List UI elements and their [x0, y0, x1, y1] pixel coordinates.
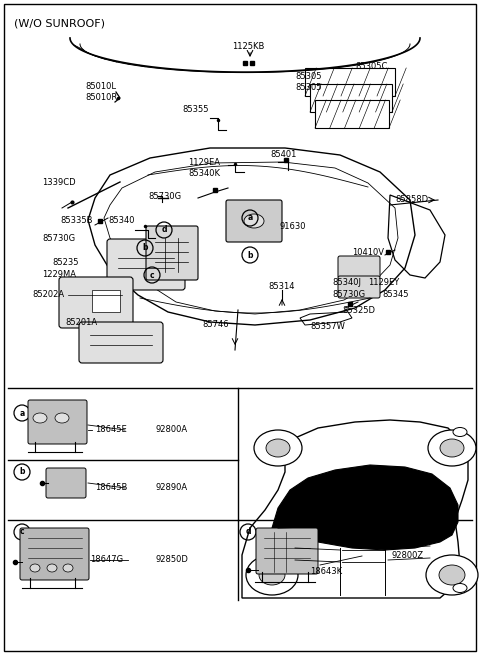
Text: 92800A: 92800A [155, 426, 187, 434]
Text: a: a [247, 214, 252, 223]
Text: 85340: 85340 [108, 216, 134, 225]
Text: 1129EA: 1129EA [188, 158, 220, 167]
Text: a: a [19, 409, 24, 417]
FancyBboxPatch shape [256, 528, 318, 574]
FancyBboxPatch shape [226, 200, 282, 242]
Ellipse shape [428, 430, 476, 466]
Ellipse shape [244, 214, 264, 228]
Text: b: b [142, 244, 148, 252]
Ellipse shape [246, 555, 298, 595]
Text: 85235: 85235 [52, 258, 79, 267]
Text: 18643K: 18643K [310, 567, 342, 576]
Text: 18645B: 18645B [95, 483, 127, 493]
Text: 85010R: 85010R [85, 93, 117, 102]
Text: 85202A: 85202A [32, 290, 64, 299]
Ellipse shape [47, 564, 57, 572]
Text: 85340K: 85340K [188, 169, 220, 178]
FancyBboxPatch shape [59, 277, 133, 328]
Text: 18647G: 18647G [90, 555, 123, 565]
Text: 85314: 85314 [268, 282, 295, 291]
Text: 92890A: 92890A [155, 483, 187, 493]
Text: 1339CD: 1339CD [42, 178, 76, 187]
Text: c: c [20, 527, 24, 536]
Ellipse shape [33, 413, 47, 423]
Text: 85357W: 85357W [310, 322, 345, 331]
Polygon shape [272, 465, 458, 550]
Bar [315, 100, 389, 128]
Text: 85355: 85355 [182, 105, 208, 114]
Text: 85858D: 85858D [395, 195, 428, 204]
FancyBboxPatch shape [338, 256, 380, 278]
Text: 18645E: 18645E [95, 426, 127, 434]
Ellipse shape [439, 565, 465, 585]
Ellipse shape [259, 565, 285, 585]
Text: c: c [150, 271, 154, 280]
Text: d: d [161, 225, 167, 234]
Text: 92850D: 92850D [155, 555, 188, 565]
Text: 85746: 85746 [202, 320, 228, 329]
Text: 91630: 91630 [280, 222, 307, 231]
Text: 1129EY: 1129EY [368, 278, 399, 287]
Text: 85730G: 85730G [148, 192, 181, 201]
Ellipse shape [453, 584, 467, 593]
FancyBboxPatch shape [28, 400, 87, 444]
Text: 85325D: 85325D [342, 306, 375, 315]
Ellipse shape [266, 439, 290, 457]
Text: 10410V: 10410V [352, 248, 384, 257]
Text: 85305: 85305 [295, 83, 322, 92]
Text: 85335B: 85335B [60, 216, 93, 225]
Text: 85401: 85401 [270, 150, 296, 159]
Ellipse shape [426, 555, 478, 595]
Ellipse shape [440, 439, 464, 457]
Text: b: b [19, 468, 25, 476]
FancyBboxPatch shape [107, 239, 185, 290]
Text: 1229MA: 1229MA [42, 270, 76, 279]
Text: 85010L: 85010L [85, 82, 116, 91]
Text: (W/O SUNROOF): (W/O SUNROOF) [14, 18, 105, 28]
Text: 85305C: 85305C [355, 62, 387, 71]
Ellipse shape [453, 428, 467, 436]
Text: 85730G: 85730G [332, 290, 365, 299]
Text: 85340J: 85340J [332, 278, 361, 287]
FancyBboxPatch shape [46, 468, 86, 498]
Text: 92800Z: 92800Z [392, 552, 424, 561]
FancyBboxPatch shape [79, 322, 163, 363]
Bar [305, 68, 395, 96]
Bar [310, 84, 392, 112]
Text: 85201A: 85201A [65, 318, 97, 327]
Text: d: d [245, 527, 251, 536]
Text: 85345: 85345 [382, 290, 408, 299]
FancyBboxPatch shape [338, 276, 380, 298]
FancyBboxPatch shape [146, 226, 198, 280]
Ellipse shape [63, 564, 73, 572]
Ellipse shape [30, 564, 40, 572]
FancyBboxPatch shape [20, 528, 89, 580]
Text: 85305: 85305 [295, 72, 322, 81]
Ellipse shape [254, 430, 302, 466]
Ellipse shape [55, 413, 69, 423]
Text: 85730G: 85730G [42, 234, 75, 243]
Bar [92, 290, 120, 312]
Text: 1125KB: 1125KB [232, 42, 264, 51]
Text: b: b [247, 250, 253, 259]
